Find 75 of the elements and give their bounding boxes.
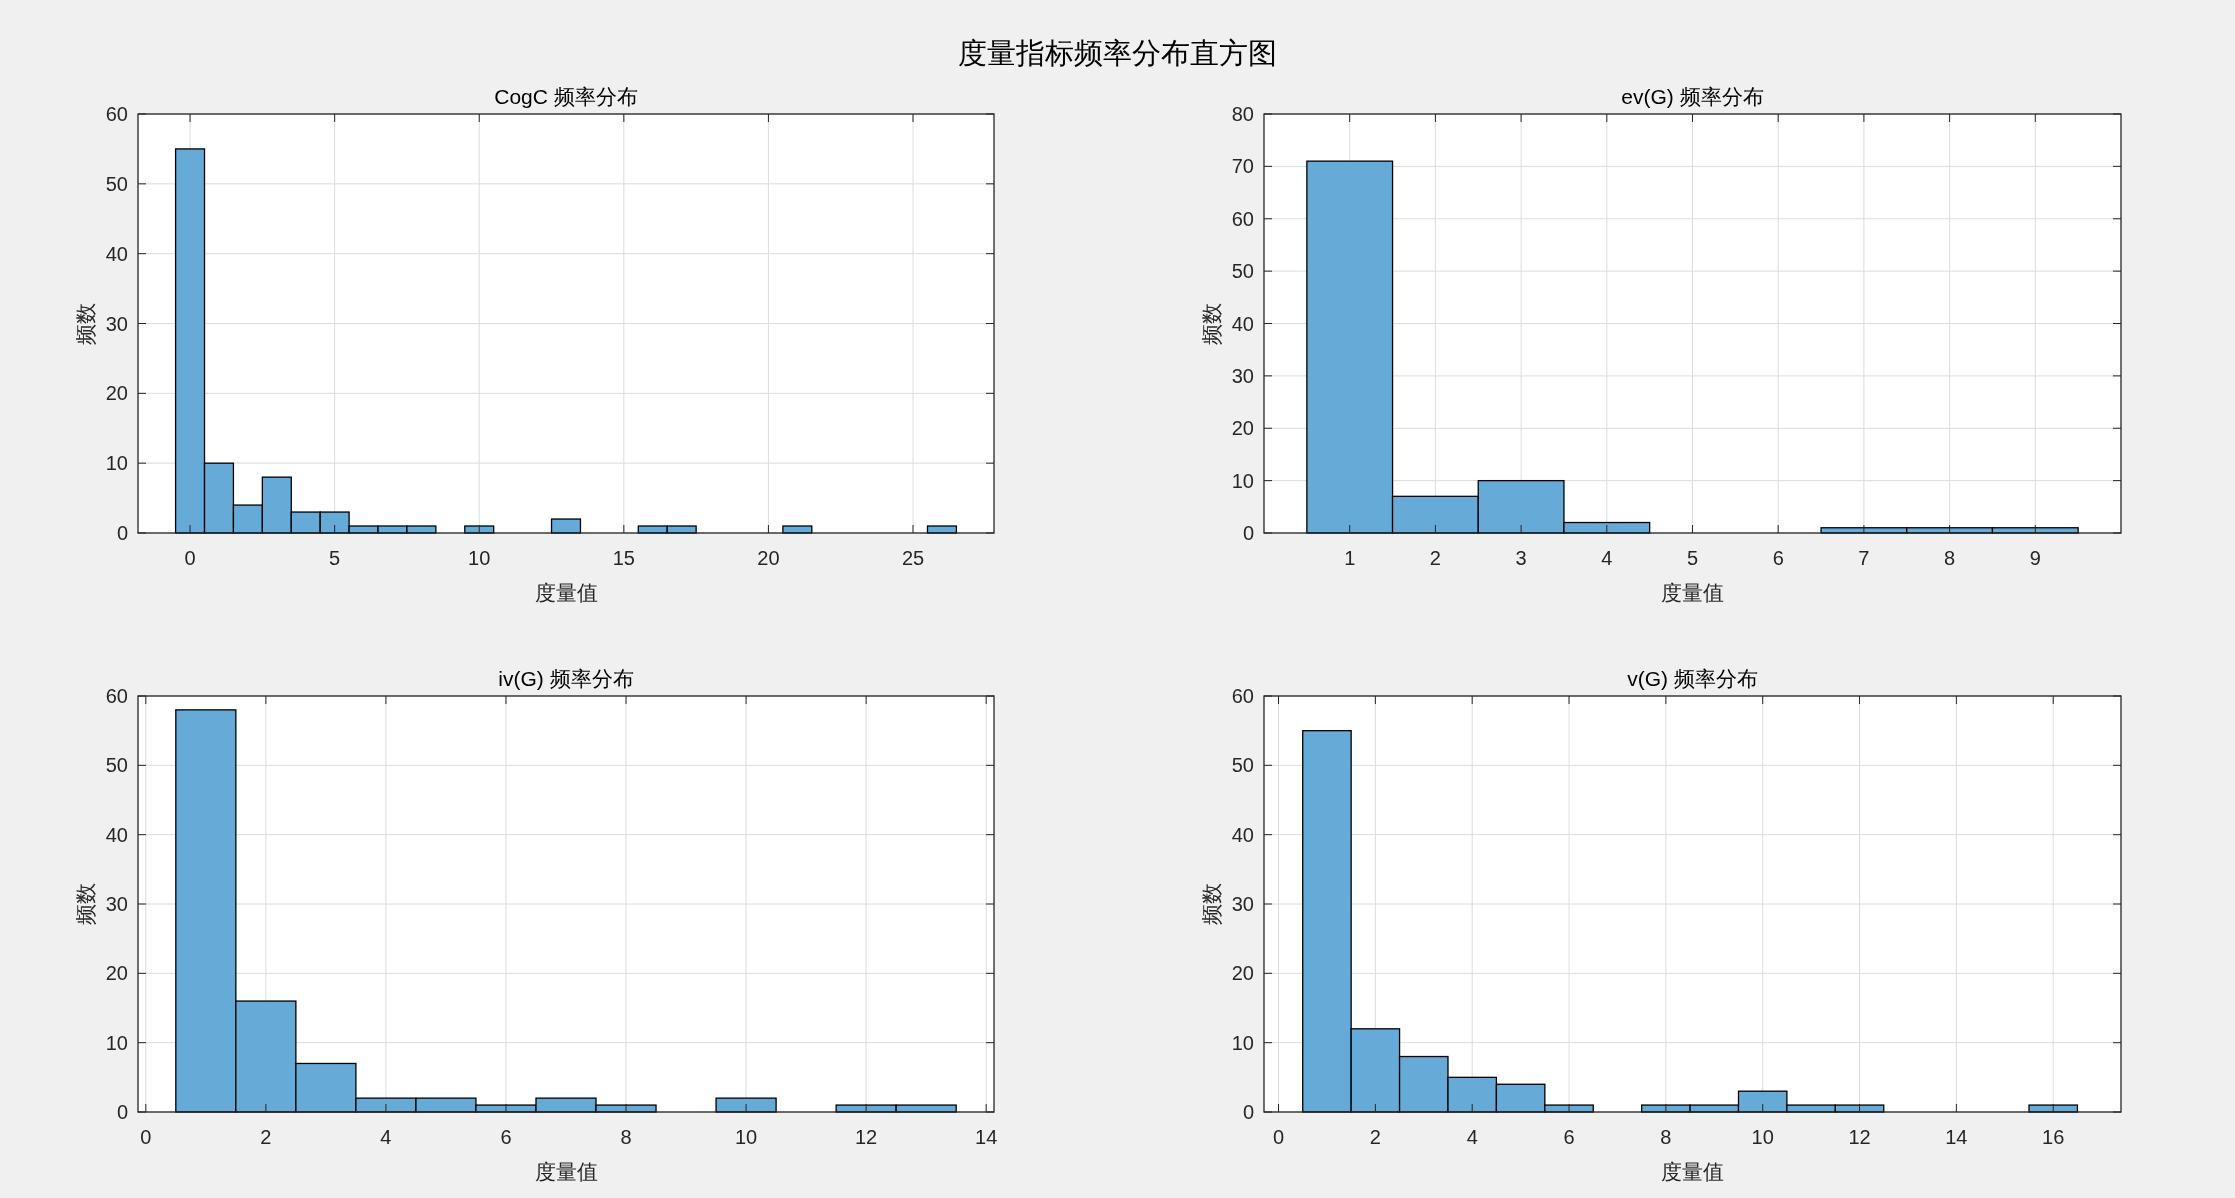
y-tick-label: 80 bbox=[1231, 103, 1254, 125]
y-tick-label: 30 bbox=[1231, 893, 1254, 915]
x-tick-label: 8 bbox=[1660, 1126, 1672, 1148]
x-tick-label: 25 bbox=[901, 547, 925, 569]
x-tick-label: 14 bbox=[1945, 1126, 1968, 1148]
text: 度量指标频率分布直方图 bbox=[958, 37, 1277, 69]
x-axis-title: 度量值 bbox=[1661, 581, 1724, 604]
y-tick-label: 40 bbox=[1231, 823, 1254, 846]
x-tick-label: 2 bbox=[1369, 1126, 1381, 1148]
y-tick-label: 30 bbox=[105, 312, 128, 335]
y-tick-label: 30 bbox=[1231, 364, 1254, 387]
y-tick-label: 60 bbox=[105, 103, 128, 125]
x-axis-title: 度量值 bbox=[534, 1160, 598, 1183]
x-tick-label: 10 bbox=[1751, 1126, 1774, 1148]
x-tick-label: 6 bbox=[500, 1126, 512, 1148]
y-tick-label: 20 bbox=[1231, 962, 1254, 985]
x-tick-label: 20 bbox=[757, 547, 780, 569]
y-tick-label: 60 bbox=[105, 685, 128, 707]
y-tick-label: 50 bbox=[105, 172, 128, 195]
x-tick-label: 4 bbox=[1466, 1126, 1478, 1148]
y-axis-title: 频数 bbox=[74, 302, 97, 345]
y-tick-label: 0 bbox=[116, 522, 128, 544]
chart-title: ev(G) 频率分布 bbox=[1621, 85, 1764, 108]
chart-title: CogC 频率分布 bbox=[494, 85, 638, 108]
y-tick-label: 60 bbox=[1231, 207, 1254, 230]
x-tick-label: 2 bbox=[260, 1126, 272, 1148]
y-tick-label: 70 bbox=[1231, 155, 1254, 178]
x-tick-label: 10 bbox=[468, 547, 491, 569]
x-tick-label: 0 bbox=[1272, 1126, 1285, 1148]
x-axis-title: 度量值 bbox=[534, 581, 598, 604]
x-tick-label: 15 bbox=[612, 547, 635, 569]
x-tick-label: 0 bbox=[184, 547, 196, 569]
x-tick-label: 5 bbox=[1686, 547, 1699, 569]
x-tick-label: 12 bbox=[1848, 1126, 1871, 1148]
chart-title: iv(G) 频率分布 bbox=[498, 667, 634, 690]
x-tick-label: 4 bbox=[380, 1126, 392, 1148]
x-tick-label: 8 bbox=[620, 1126, 632, 1148]
x-tick-label: 10 bbox=[734, 1126, 758, 1148]
x-tick-label: 2 bbox=[1429, 547, 1441, 569]
x-tick-label: 6 bbox=[1772, 547, 1784, 569]
y-tick-label: 40 bbox=[105, 242, 128, 265]
y-tick-label: 10 bbox=[1231, 469, 1254, 492]
y-axis-title: 频数 bbox=[1200, 302, 1223, 345]
y-tick-label: 10 bbox=[105, 1031, 128, 1054]
x-axis-title: 度量值 bbox=[1661, 1160, 1724, 1183]
x-tick-label: 14 bbox=[975, 1126, 998, 1148]
y-tick-label: 50 bbox=[1231, 260, 1254, 283]
y-tick-label: 20 bbox=[105, 382, 128, 405]
x-tick-label: 3 bbox=[1515, 547, 1527, 569]
y-tick-label: 60 bbox=[1231, 685, 1254, 707]
chart-title: v(G) 频率分布 bbox=[1627, 667, 1758, 690]
y-axis-title: 频数 bbox=[1200, 883, 1223, 925]
y-tick-label: 0 bbox=[116, 1101, 128, 1123]
y-tick-label: 20 bbox=[105, 962, 128, 985]
y-tick-label: 0 bbox=[1242, 522, 1254, 544]
y-axis-title: 频数 bbox=[74, 883, 97, 925]
y-tick-label: 40 bbox=[105, 823, 128, 846]
x-tick-label: 6 bbox=[1563, 1126, 1575, 1148]
y-tick-label: 40 bbox=[1231, 312, 1254, 335]
y-tick-label: 10 bbox=[105, 452, 128, 475]
x-tick-label: 5 bbox=[329, 547, 341, 569]
x-tick-label: 9 bbox=[2029, 547, 2041, 569]
y-tick-label: 50 bbox=[105, 754, 128, 777]
y-tick-label: 30 bbox=[105, 893, 128, 915]
y-tick-label: 0 bbox=[1242, 1101, 1254, 1123]
y-tick-label: 50 bbox=[1231, 754, 1254, 777]
x-tick-label: 12 bbox=[855, 1126, 878, 1148]
x-tick-label: 7 bbox=[1858, 547, 1870, 569]
x-tick-label: 16 bbox=[2042, 1126, 2065, 1148]
y-tick-label: 20 bbox=[1231, 417, 1254, 440]
x-tick-label: 0 bbox=[140, 1126, 152, 1148]
x-tick-label: 8 bbox=[1944, 547, 1956, 569]
y-tick-label: 10 bbox=[1231, 1031, 1254, 1054]
x-tick-label: 1 bbox=[1344, 547, 1356, 569]
x-tick-label: 4 bbox=[1601, 547, 1613, 569]
